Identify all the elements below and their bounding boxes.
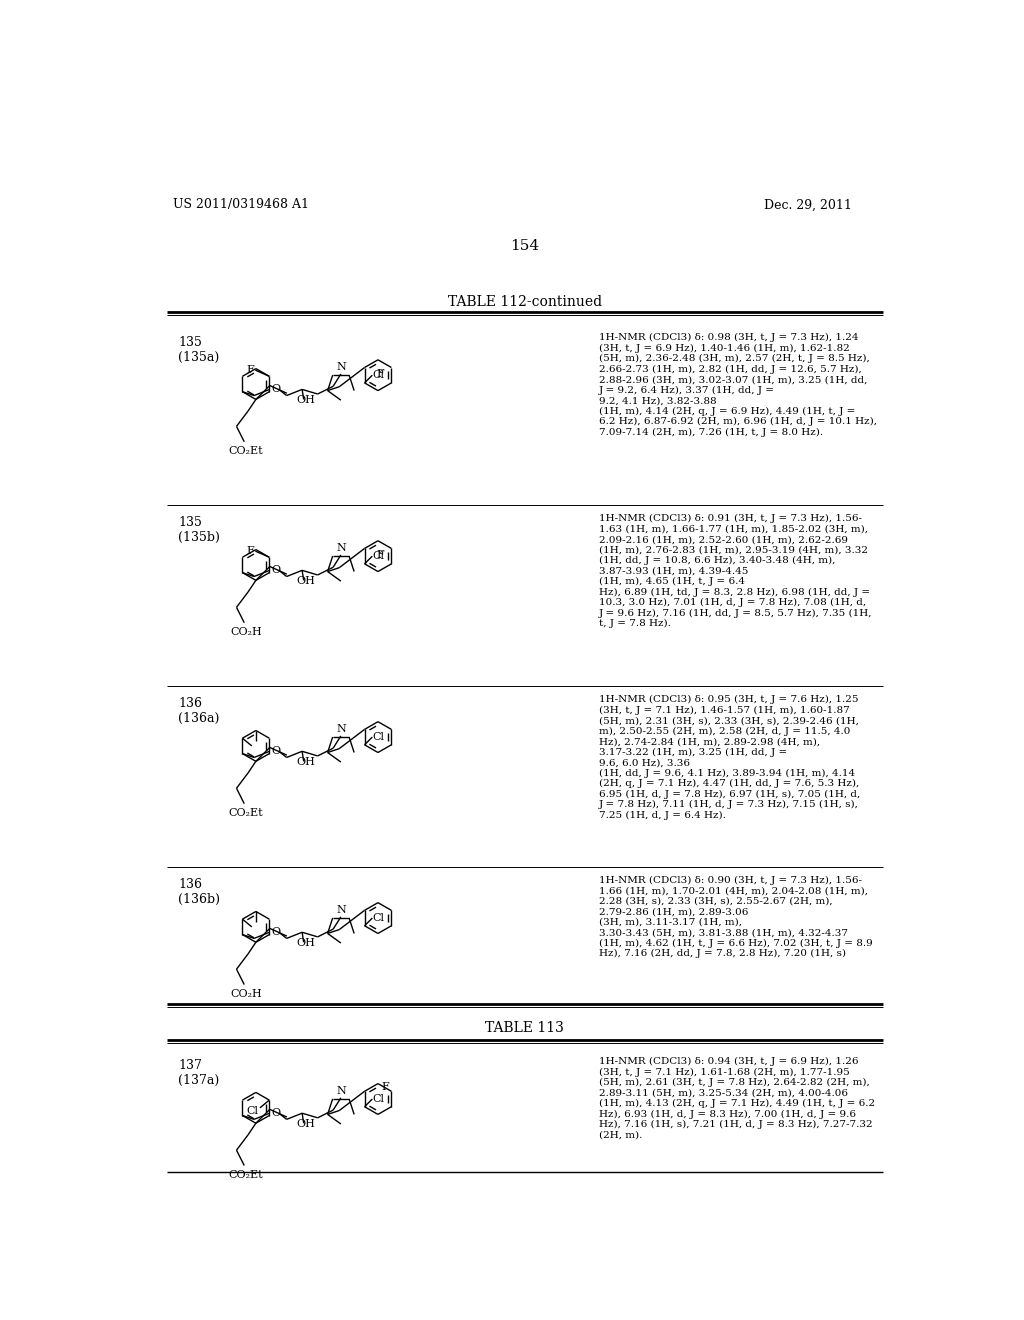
Text: TABLE 112-continued: TABLE 112-continued [447, 296, 602, 309]
Text: Cl: Cl [373, 913, 384, 923]
Text: OH: OH [297, 1119, 315, 1129]
Text: F: F [377, 549, 384, 560]
Text: 1H-NMR (CDCl3) δ: 0.90 (3H, t, J = 7.3 Hz), 1.56-
1.66 (1H, m), 1.70-2.01 (4H, m: 1H-NMR (CDCl3) δ: 0.90 (3H, t, J = 7.3 H… [599, 876, 872, 958]
Text: 135
(135b): 135 (135b) [178, 516, 220, 544]
Text: N: N [336, 362, 346, 372]
Text: 135
(135a): 135 (135a) [178, 335, 219, 363]
Text: OH: OH [297, 939, 315, 948]
Text: Dec. 29, 2011: Dec. 29, 2011 [764, 198, 851, 211]
Text: Cl: Cl [373, 370, 384, 380]
Text: 1H-NMR (CDCl3) δ: 0.98 (3H, t, J = 7.3 Hz), 1.24
(3H, t, J = 6.9 Hz), 1.40-1.46 : 1H-NMR (CDCl3) δ: 0.98 (3H, t, J = 7.3 H… [599, 333, 878, 437]
Text: O: O [271, 746, 281, 756]
Text: N: N [336, 723, 346, 734]
Text: 1H-NMR (CDCl3) δ: 0.91 (3H, t, J = 7.3 Hz), 1.56-
1.63 (1H, m), 1.66-1.77 (1H, m: 1H-NMR (CDCl3) δ: 0.91 (3H, t, J = 7.3 H… [599, 515, 872, 628]
Text: US 2011/0319468 A1: US 2011/0319468 A1 [173, 198, 309, 211]
Text: F: F [377, 368, 384, 379]
Text: CO₂Et: CO₂Et [228, 1170, 263, 1180]
Text: Cl: Cl [246, 1106, 258, 1115]
Text: TABLE 113: TABLE 113 [485, 1020, 564, 1035]
Text: OH: OH [297, 576, 315, 586]
Text: 136
(136a): 136 (136a) [178, 697, 220, 726]
Text: Cl: Cl [373, 733, 384, 742]
Text: 1H-NMR (CDCl3) δ: 0.95 (3H, t, J = 7.6 Hz), 1.25
(3H, t, J = 7.1 Hz), 1.46-1.57 : 1H-NMR (CDCl3) δ: 0.95 (3H, t, J = 7.6 H… [599, 696, 860, 820]
Text: N: N [336, 906, 346, 915]
Text: CO₂Et: CO₂Et [228, 808, 263, 818]
Text: O: O [271, 1109, 281, 1118]
Text: F: F [247, 546, 255, 556]
Text: F: F [247, 366, 255, 375]
Text: N: N [336, 543, 346, 553]
Text: 136
(136b): 136 (136b) [178, 878, 220, 907]
Text: F: F [382, 1082, 389, 1093]
Text: Cl: Cl [373, 552, 384, 561]
Text: 137
(137a): 137 (137a) [178, 1059, 219, 1088]
Text: O: O [271, 565, 281, 576]
Text: OH: OH [297, 758, 315, 767]
Text: O: O [271, 927, 281, 937]
Text: Cl: Cl [373, 1094, 384, 1104]
Text: CO₂H: CO₂H [230, 627, 262, 638]
Text: OH: OH [297, 395, 315, 405]
Text: 1H-NMR (CDCl3) δ: 0.94 (3H, t, J = 6.9 Hz), 1.26
(3H, t, J = 7.1 Hz), 1.61-1.68 : 1H-NMR (CDCl3) δ: 0.94 (3H, t, J = 6.9 H… [599, 1057, 876, 1139]
Text: O: O [271, 384, 281, 395]
Text: N: N [336, 1086, 346, 1096]
Text: CO₂Et: CO₂Et [228, 446, 263, 455]
Text: CO₂H: CO₂H [230, 989, 262, 999]
Text: 154: 154 [510, 239, 540, 253]
